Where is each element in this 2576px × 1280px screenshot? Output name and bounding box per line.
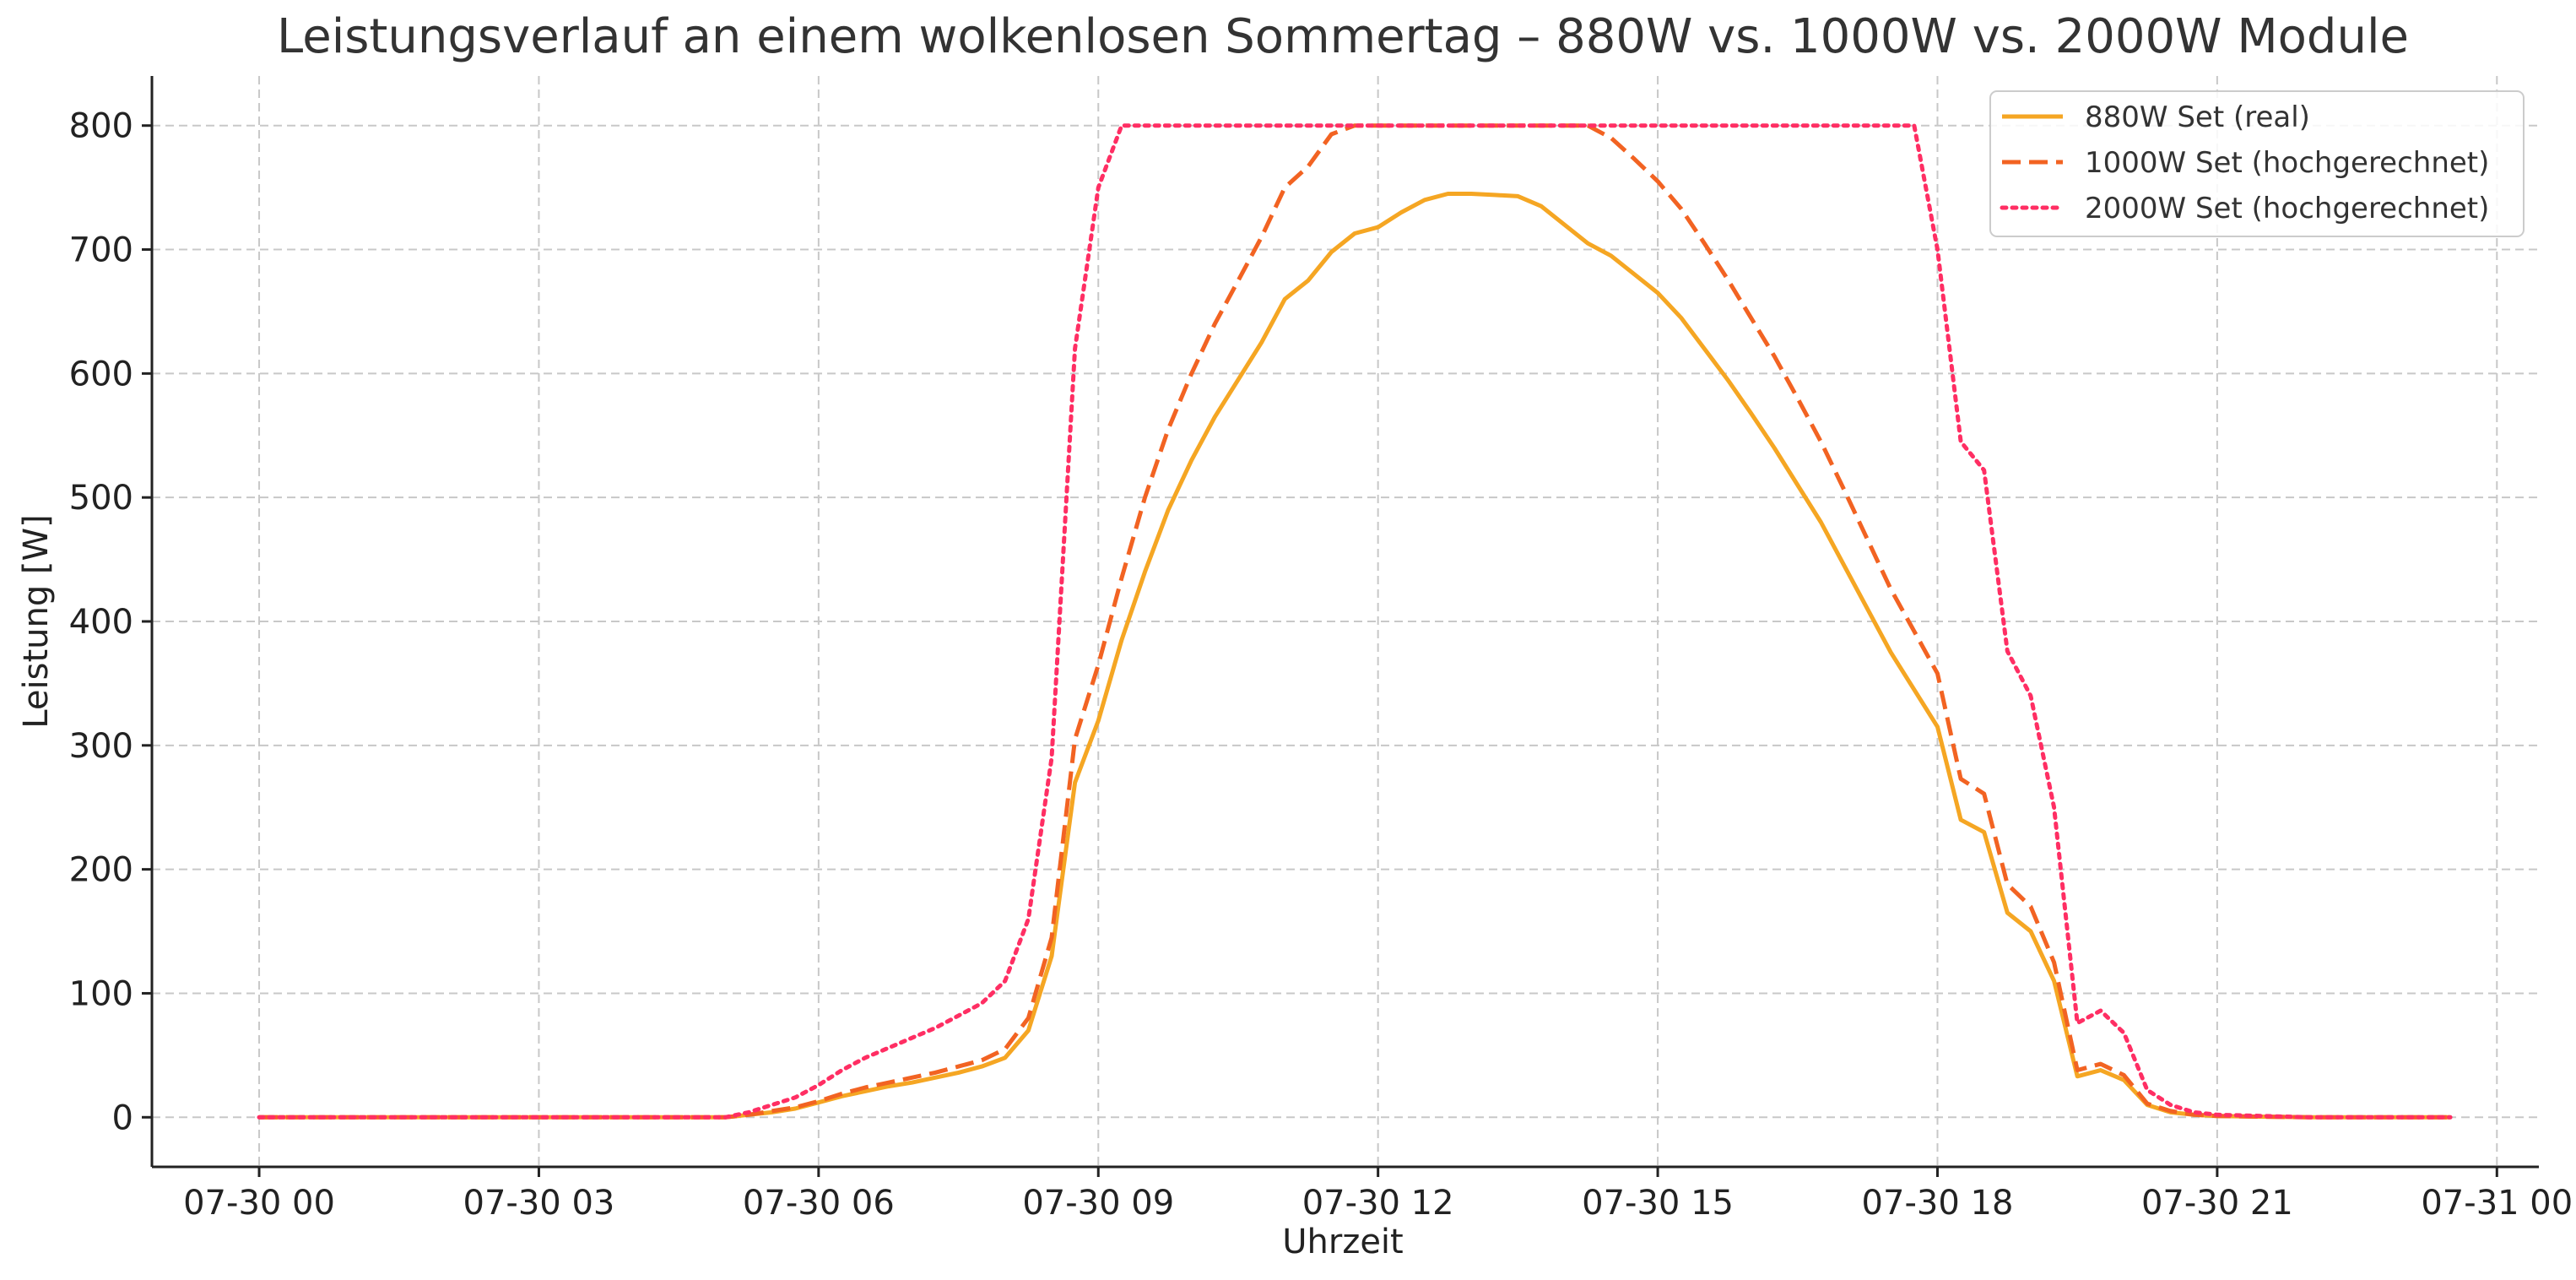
legend: 880W Set (real) 1000W Set (hochgerechnet)… [1989, 90, 2525, 237]
x-axis-label: Uhrzeit [1282, 1223, 1403, 1261]
y-tick-label: 200 [69, 851, 133, 890]
y-tick-label: 0 [112, 1098, 133, 1137]
x-tick-label: 07-30 03 [463, 1184, 615, 1223]
series-line-1 [259, 192, 2451, 1120]
series-line-3 [257, 123, 2453, 1120]
y-tick-label: 600 [69, 355, 133, 393]
y-tick-label: 700 [69, 231, 133, 270]
y-tick-label: 500 [69, 479, 133, 518]
axes: 07-30 00 07-30 03 07-30 06 07-30 09 07-30 12… [69, 76, 2573, 1223]
chart-title: Leistungsverlauf an einem wolkenlosen So… [277, 9, 2409, 64]
y-tick-label: 300 [69, 727, 133, 766]
legend-label-1: 880W Set (real) [2085, 100, 2310, 134]
x-tick-label: 07-30 18 [1862, 1184, 2014, 1223]
x-tick-label: 07-30 09 [1022, 1184, 1174, 1223]
x-tick-label: 07-30 00 [183, 1184, 335, 1223]
x-tick-label: 07-30 06 [743, 1184, 895, 1223]
series-line-2 [259, 123, 2451, 1120]
y-tick-label: 800 [69, 107, 133, 146]
legend-label-3: 2000W Set (hochgerechnet) [2085, 192, 2489, 225]
y-axis-label: Leistung [W] [17, 514, 56, 728]
x-tick-label: 07-30 12 [1302, 1184, 1454, 1223]
legend-box [1989, 90, 2525, 237]
legend-label-2: 1000W Set (hochgerechnet) [2085, 146, 2489, 180]
x-tick-label: 07-30 21 [2141, 1184, 2293, 1223]
y-tick-label: 100 [69, 974, 133, 1013]
y-tick-label: 400 [69, 603, 133, 642]
x-tick-label: 07-31 00 [2421, 1184, 2573, 1223]
x-tick-label: 07-30 15 [1582, 1184, 1734, 1223]
series-layer [257, 123, 2453, 1120]
